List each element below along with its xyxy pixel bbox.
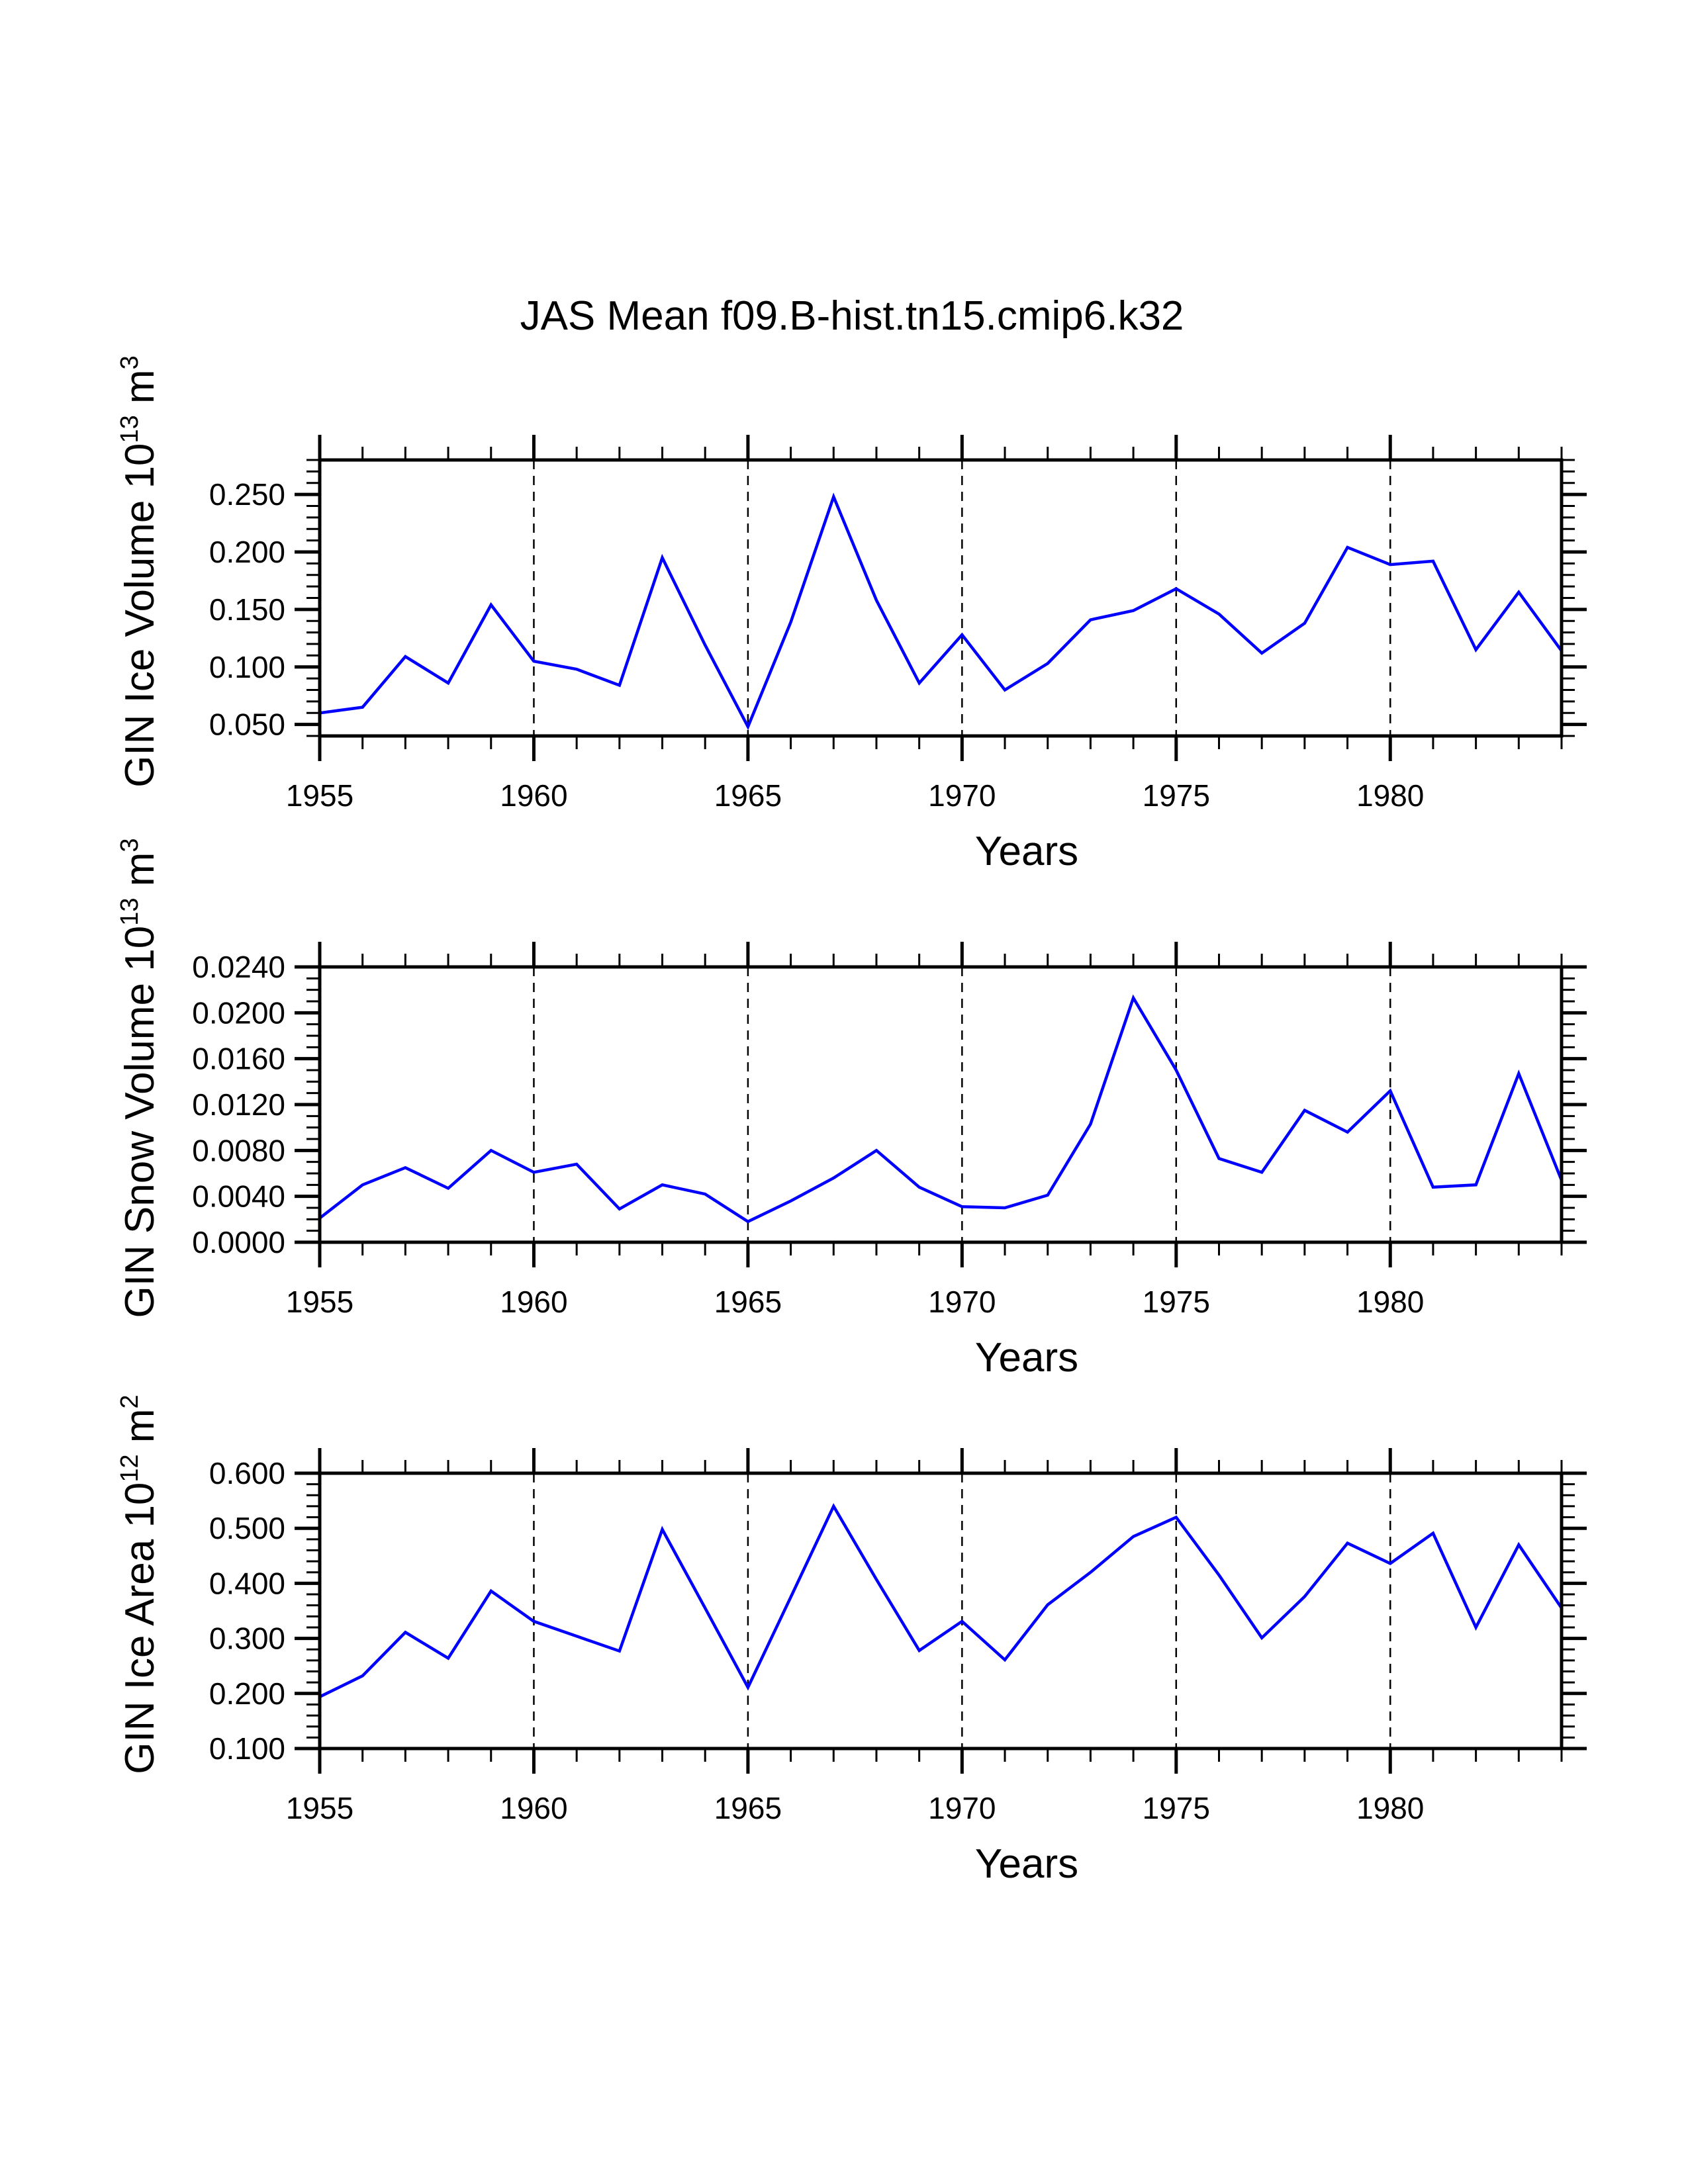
x-tick-label: 1975 [1143,778,1210,813]
x-axis-label: Years [975,1335,1078,1381]
series-line [318,994,1564,1224]
y-tick-label: 0.0040 [192,1179,285,1214]
x-tick-label: 1970 [928,1285,996,1319]
y-tick-label: 0.0200 [192,995,285,1030]
x-tick-label: 1975 [1143,1791,1210,1825]
x-tick-label: 1965 [714,1285,782,1319]
panel-3: 1955 1960 1965 1970 1975 1980 Years 0.100 0.200 0… [116,1394,1587,1887]
x-tick-label: 1955 [286,778,353,813]
x-tick-label: 1960 [500,778,567,813]
x-tick-label: 1980 [1356,778,1424,813]
x-tick-label: 1965 [714,778,782,813]
figure-title: JAS Mean f09.B-hist.tn15.cmip6.k32 [520,293,1184,339]
plot-frame [318,1471,1564,1751]
y-tick-label: 0.0240 [192,950,285,984]
y-tick-label: 0.0120 [192,1087,285,1122]
y-axis-label: GIN Ice Area 1012 m2 [116,1394,163,1774]
x-tick-label: 1980 [1356,1285,1424,1319]
y-tick-label: 0.200 [209,1676,285,1711]
x-tick-label: 1960 [500,1791,567,1825]
y-tick-label: 0.300 [209,1621,285,1656]
y-tick-label: 0.050 [209,707,285,742]
y-tick-label: 0.500 [209,1511,285,1545]
panel-1: 1955 1960 1965 1970 1975 1980 Years 0.050 0.100 0… [116,355,1587,874]
y-axis-label: GIN Ice Volume 1013 m3 [116,355,163,788]
y-tick-label: 0.150 [209,592,285,627]
x-axis-label: Years [975,1841,1078,1887]
y-tick-label: 0.0000 [192,1225,285,1259]
panels: 1955 1960 1965 1970 1975 1980 Years 0.050 0.100 0… [116,355,1587,1887]
y-axis-label: GIN Snow Volume 1013 m3 [116,838,163,1318]
y-tick-label: 0.400 [209,1566,285,1600]
x-tick-label: 1970 [928,1791,996,1825]
y-tick-label: 0.100 [209,650,285,684]
x-tick-label: 1975 [1143,1285,1210,1319]
y-tick-label: 0.100 [209,1731,285,1766]
y-tick-label: 0.0080 [192,1133,285,1167]
series-line [319,1503,1563,1698]
x-tick-label: 1965 [714,1791,782,1825]
x-tick-label: 1960 [500,1285,567,1319]
x-tick-label: 1955 [286,1791,353,1825]
series-line [319,492,1563,731]
x-tick-label: 1980 [1356,1791,1424,1825]
y-tick-label: 0.200 [209,535,285,569]
x-tick-label: 1955 [286,1285,353,1319]
y-tick-label: 0.250 [209,477,285,512]
y-tick-label: 0.0160 [192,1042,285,1076]
y-tick-label: 0.600 [209,1456,285,1490]
x-axis-label: Years [975,829,1078,874]
x-tick-label: 1970 [928,778,996,813]
panel-2: 1955 1960 1965 1970 1975 1980 Years 0.0000 0.004… [116,838,1587,1381]
